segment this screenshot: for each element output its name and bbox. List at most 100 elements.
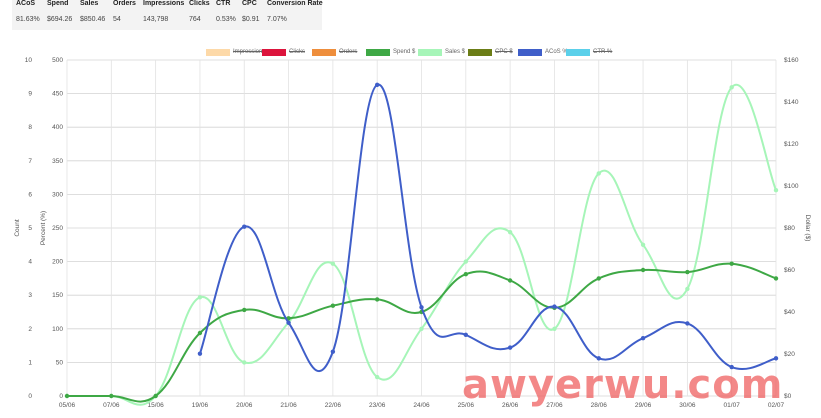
- summary-header: Impressions: [143, 0, 185, 7]
- data-point-acos: [773, 356, 779, 361]
- count-axis-tick: 6: [28, 191, 32, 198]
- data-point-sales: [197, 295, 203, 300]
- chart-legend: Impressions Clicks Orders Spend $ Sales $ CPC…: [200, 47, 630, 57]
- legend-swatch: [262, 48, 286, 56]
- dollar-axis-tick: $60: [784, 267, 795, 274]
- data-point-sales: [419, 326, 424, 331]
- legend-item[interactable]: Sales $: [418, 47, 465, 57]
- summary-value: 7.07%: [267, 16, 287, 23]
- summary-header: ACoS: [16, 0, 36, 7]
- data-point-spend: [109, 393, 114, 399]
- summary-header: Sales: [80, 0, 99, 7]
- summary-value: $850.46: [80, 16, 106, 23]
- data-point-sales: [596, 171, 601, 176]
- x-axis-tick: 19/06: [192, 402, 209, 409]
- percent-axis-tick: 150: [52, 292, 63, 299]
- dollar-axis-tick: $160: [784, 57, 799, 64]
- data-point-sales: [729, 85, 734, 90]
- legend-label: ACoS %: [545, 49, 568, 55]
- data-point-spend: [197, 330, 203, 336]
- percent-axis-tick: 200: [52, 259, 63, 266]
- count-axis-tick: 2: [28, 326, 32, 333]
- data-point-acos: [729, 364, 734, 370]
- data-point-acos: [330, 349, 336, 354]
- count-axis-tick: 4: [28, 259, 32, 266]
- summary-table: ACoS 81.63% Spend $694.26 Sales $850.46 Orders…: [12, 0, 323, 30]
- summary-value: $694.26: [47, 16, 73, 23]
- data-point-spend: [729, 261, 734, 266]
- x-axis-tick: 15/06: [147, 402, 164, 409]
- data-point-sales: [463, 259, 469, 264]
- data-point-acos: [374, 82, 380, 88]
- summary-value: 81.63%: [16, 16, 40, 23]
- data-point-acos: [286, 320, 291, 325]
- count-axis-tick: 3: [28, 292, 32, 299]
- legend-item[interactable]: Impressions: [206, 47, 265, 57]
- x-axis-tick: 30/06: [679, 402, 696, 409]
- legend-item[interactable]: Orders: [312, 47, 357, 57]
- summary-header: Conversion Rate: [267, 0, 323, 7]
- legend-item[interactable]: Clicks: [262, 47, 305, 57]
- count-axis-tick: 9: [28, 91, 32, 98]
- legend-item[interactable]: CTR %: [566, 47, 612, 57]
- data-point-spend: [640, 267, 646, 273]
- count-axis-tick: 7: [28, 158, 32, 165]
- percent-axis-tick: 50: [56, 359, 64, 366]
- legend-item[interactable]: ACoS %: [518, 47, 568, 57]
- legend-swatch: [206, 48, 230, 56]
- x-axis-tick: 25/06: [458, 402, 475, 409]
- legend-label: Impressions: [233, 49, 266, 55]
- legend-label: CPC $: [495, 49, 513, 55]
- summary-header: Orders: [113, 0, 136, 7]
- data-point-acos: [685, 321, 690, 326]
- summary-header: CTR: [216, 0, 231, 7]
- legend-item[interactable]: CPC $: [468, 47, 513, 57]
- data-point-spend: [773, 276, 779, 281]
- legend-swatch: [566, 48, 590, 56]
- dollar-axis-tick: $120: [784, 141, 799, 148]
- count-axis-tick: 0: [28, 393, 32, 400]
- data-point-acos: [596, 356, 601, 361]
- dollar-axis-tick: $40: [784, 309, 795, 316]
- data-point-spend: [685, 269, 690, 275]
- x-axis-tick: 07/06: [103, 402, 120, 409]
- x-axis-tick: 24/06: [413, 402, 430, 409]
- legend-label: Clicks: [289, 49, 305, 55]
- data-point-spend: [374, 297, 380, 302]
- count-axis-tick: 10: [25, 57, 33, 64]
- summary-value: 143,798: [143, 16, 169, 23]
- percent-axis-tick: 250: [52, 225, 63, 232]
- data-point-acos: [640, 336, 646, 341]
- data-point-spend: [596, 276, 601, 281]
- summary-value: 0.53%: [216, 16, 236, 23]
- legend-label: Orders: [339, 49, 358, 55]
- dollar-axis-tick: $100: [784, 183, 799, 190]
- data-point-acos: [552, 304, 557, 309]
- data-point-sales: [640, 242, 646, 247]
- count-axis-title: Count: [14, 219, 21, 237]
- dollar-axis-tick: $140: [784, 99, 799, 106]
- data-point-spend: [463, 272, 469, 277]
- percent-axis-tick: 500: [52, 57, 63, 64]
- legend-item[interactable]: Spend $: [366, 47, 415, 57]
- count-axis-tick: 8: [28, 124, 32, 131]
- data-point-sales: [685, 286, 690, 292]
- data-point-sales: [374, 374, 380, 380]
- data-point-sales: [330, 261, 336, 266]
- x-axis-tick: 29/06: [635, 402, 652, 409]
- data-point-sales: [773, 188, 779, 193]
- watermark: awyerwu.com: [462, 362, 784, 408]
- percent-axis-tick: 400: [52, 124, 63, 131]
- x-axis-tick: 22/06: [325, 402, 342, 409]
- dollar-axis-tick: $80: [784, 225, 795, 232]
- summary-header: Clicks: [189, 0, 210, 7]
- x-axis-tick: 26/06: [502, 402, 519, 409]
- count-axis-tick: 1: [28, 359, 32, 366]
- percent-axis-tick: 300: [52, 191, 63, 198]
- percent-axis-tick: 450: [52, 91, 63, 98]
- data-point-sales: [242, 360, 247, 365]
- data-point-spend: [242, 307, 247, 313]
- dollar-axis-tick: $20: [784, 351, 795, 358]
- summary-value: $0.91: [242, 16, 260, 23]
- data-point-sales: [552, 326, 557, 331]
